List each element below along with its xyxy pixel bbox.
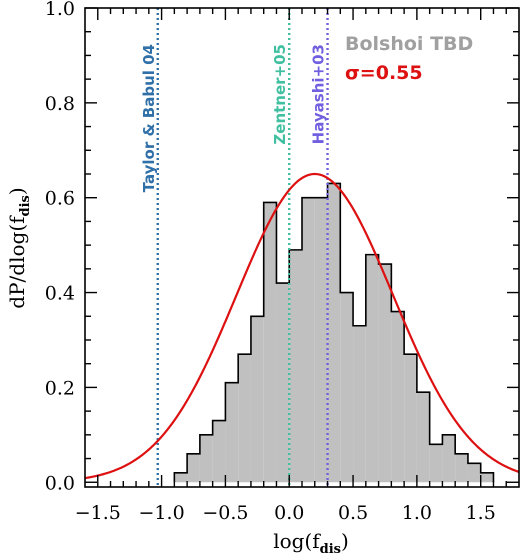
y-tick-label: 1.0 [45,0,75,20]
histogram-bar [353,325,366,483]
histogram-bar [199,434,213,483]
histogram-bar [174,472,188,483]
histogram-bar [404,354,417,483]
y-tick-label: 0.4 [45,283,75,305]
y-tick-labels: 0.0 0.2 0.4 0.6 0.8 1.0 [45,0,75,494]
histogram-bar [480,472,494,483]
histogram-bar [302,197,315,483]
histogram-bar [225,382,239,483]
axis-ticks [85,7,519,487]
x-tick-label: 0.0 [274,502,304,524]
reference-line-label: Hayashi+03 [310,44,328,144]
histogram-bar [429,444,443,483]
histogram-bar [391,311,405,483]
y-tick-label: 0.6 [45,188,75,210]
x-tick-label: −1.5 [75,502,121,524]
histogram-bar [378,264,392,483]
y-tick-label: 0.8 [45,93,75,115]
histogram-bar [276,283,290,483]
y-tick-label: 0.0 [45,472,75,494]
histogram-bar [340,292,354,483]
histogram-bars [174,183,494,483]
legend-histogram-label: Bolshoi TBD [345,33,473,55]
histogram-bar [263,202,277,483]
histogram-bar [365,254,379,483]
y-axis-label: dP/dlog(fdis) [5,187,33,308]
x-tick-label: −0.5 [202,502,248,524]
reference-line-label: Zentner+05 [271,44,289,145]
histogram-bar [314,197,328,483]
histogram-bar [327,183,341,483]
histogram-bar [289,249,302,483]
histogram-outline [173,182,495,483]
x-axis-label: log(fdis) [273,529,349,555]
x-tick-label: 0.5 [338,502,368,524]
histogram-bar [455,453,468,483]
histogram-bar [250,316,264,483]
reference-lines: Taylor & Babul 04 Zentner+05 Hayashi+03 [140,8,329,487]
histogram-bar [238,354,251,483]
histogram-bar [187,453,200,483]
legend-fit-label: σ=0.55 [345,62,423,84]
gaussian-fit-curve [84,172,520,480]
x-tick-label: −1.0 [139,502,185,524]
histogram-bar [467,463,481,483]
y-tick-label: 0.2 [45,377,75,399]
histogram-bar [442,434,456,483]
histogram-bar [212,420,226,483]
histogram-bar [416,392,430,483]
x-tick-label: 1.5 [466,502,496,524]
reference-line-label: Taylor & Babul 04 [140,44,158,192]
x-tick-labels: −1.5 −1.0 −0.5 0.0 0.5 1.0 1.5 [75,502,496,524]
x-tick-label: 1.0 [402,502,432,524]
